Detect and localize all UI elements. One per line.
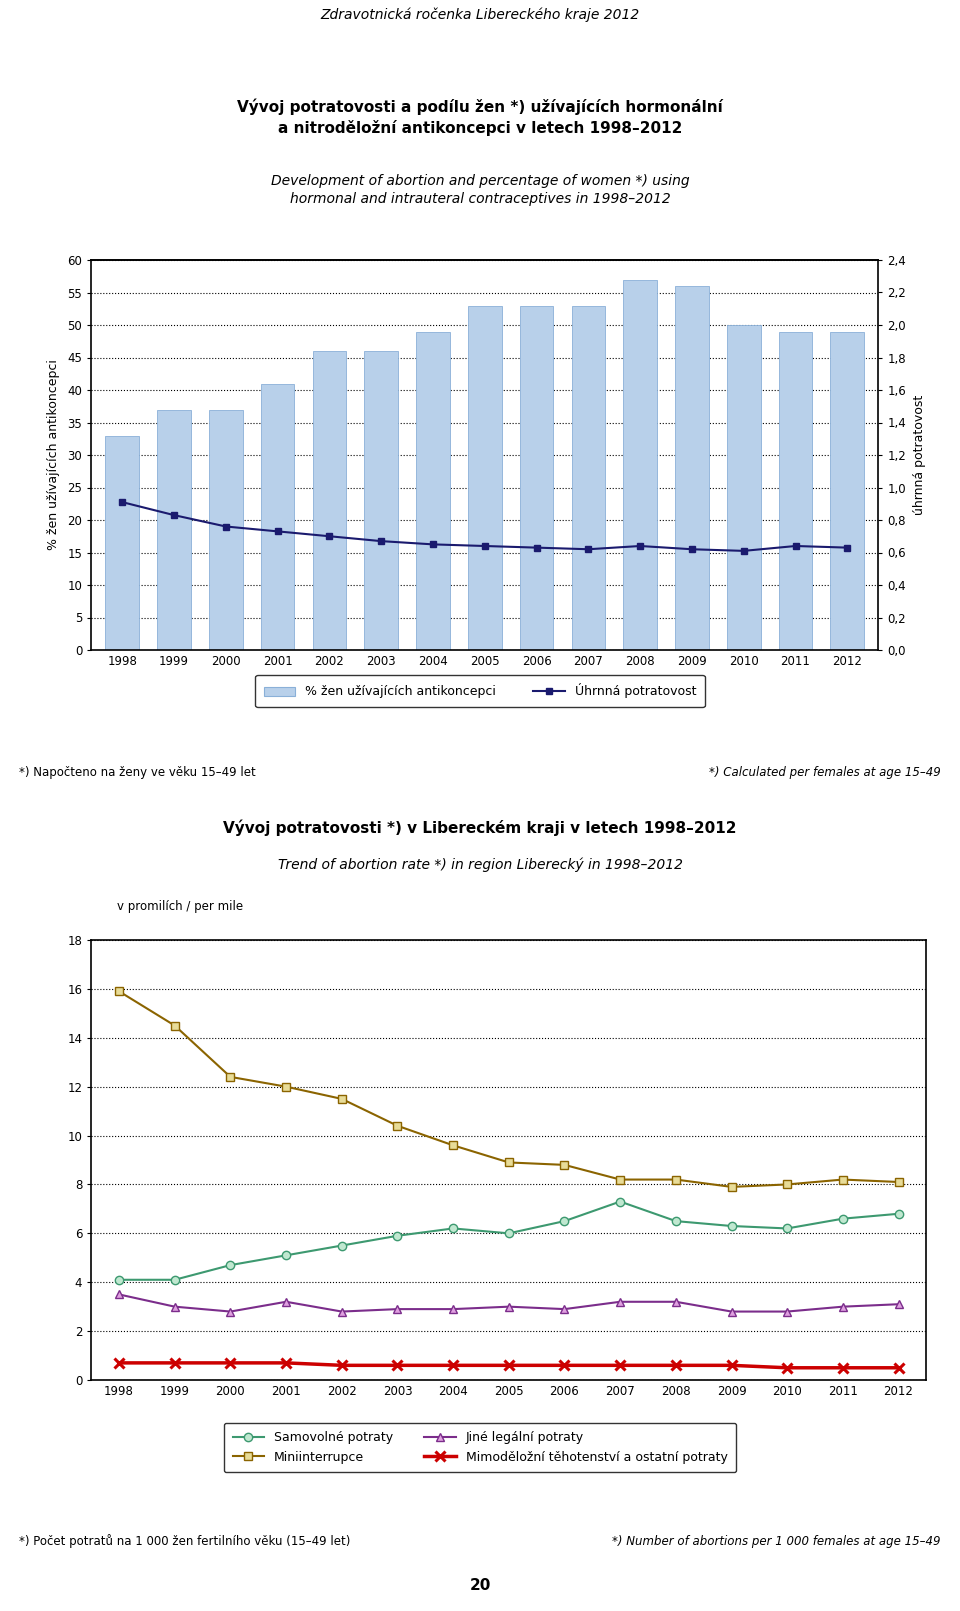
Text: 20: 20	[469, 1577, 491, 1593]
Bar	[417, 332, 450, 649]
Y-axis label: úhrnná potratovost: úhrnná potratovost	[913, 395, 926, 516]
Bar	[623, 279, 657, 649]
Bar	[106, 435, 139, 649]
Text: Trend of abortion rate *) in region Liberecký in 1998–2012: Trend of abortion rate *) in region Libe…	[277, 859, 683, 873]
Bar	[830, 332, 864, 649]
Bar	[365, 351, 398, 649]
Text: Development of abortion and percentage of women *) using
hormonal and intrautera: Development of abortion and percentage o…	[271, 174, 689, 206]
Bar	[727, 325, 760, 649]
Y-axis label: % žen užívajících antikoncepci: % žen užívajících antikoncepci	[47, 359, 60, 551]
Text: Vývoj potratovosti a podílu žen *) užívajících hormonální
a nitroděložní antikon: Vývoj potratovosti a podílu žen *) užíva…	[237, 98, 723, 137]
Bar	[519, 306, 553, 649]
Bar	[468, 306, 502, 649]
Bar	[571, 306, 605, 649]
Bar	[157, 409, 191, 649]
Text: *) Calculated per females at age 15–49: *) Calculated per females at age 15–49	[709, 765, 941, 780]
Legend: % žen užívajících antikoncepci, Úhrnná potratovost: % žen užívajících antikoncepci, Úhrnná p…	[255, 675, 705, 707]
Bar	[313, 351, 347, 649]
Text: *) Number of abortions per 1 000 females at age 15–49: *) Number of abortions per 1 000 females…	[612, 1535, 941, 1548]
Legend: Samovolné potraty, Miniinterrupce, Jiné legální potraty, Mimoděložní těhotenství: Samovolné potraty, Miniinterrupce, Jiné …	[224, 1423, 736, 1472]
Bar	[779, 332, 812, 649]
Text: Vývoj potratovosti *) v Libereckém kraji v letech 1998–2012: Vývoj potratovosti *) v Libereckém kraji…	[224, 820, 736, 836]
Bar	[261, 383, 295, 649]
Text: Zdravotnická ročenka Libereckého kraje 2012: Zdravotnická ročenka Libereckého kraje 2…	[321, 8, 639, 23]
Text: v promilích / per mile: v promilích / per mile	[117, 901, 243, 913]
Text: *) Počet potratů na 1 000 žen fertilního věku (15–49 let): *) Počet potratů na 1 000 žen fertilního…	[19, 1534, 350, 1548]
Text: *) Napočteno na ženy ve věku 15–49 let: *) Napočteno na ženy ve věku 15–49 let	[19, 765, 255, 780]
Bar	[675, 287, 708, 649]
Bar	[209, 409, 243, 649]
